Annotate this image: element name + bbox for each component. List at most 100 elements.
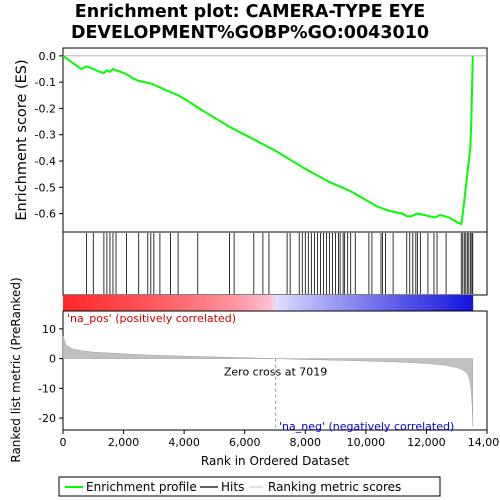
heatmap-cell [422, 295, 426, 311]
heatmap-cell [73, 295, 77, 311]
heatmap-cell [121, 295, 125, 311]
heatmap-cell [360, 295, 364, 311]
heatmap-cell [394, 295, 398, 311]
ranked-x-tick-label: 8,000 [290, 436, 322, 449]
heatmap-cell [309, 295, 313, 311]
heatmap-cell [223, 295, 227, 311]
heatmap-cell [377, 295, 381, 311]
heatmap-cell [326, 295, 330, 311]
heatmap-cell [193, 295, 197, 311]
heatmap-cell [217, 295, 221, 311]
heatmap-cell [189, 295, 193, 311]
heatmap-cell [213, 295, 217, 311]
heatmap-cell [111, 295, 115, 311]
heatmap-cell [97, 295, 101, 311]
heatmap-cell [254, 295, 258, 311]
heatmap-cell [353, 295, 357, 311]
heatmap-cell [176, 295, 180, 311]
heatmap-cell [104, 295, 108, 311]
heatmap-cell [200, 295, 204, 311]
heatmap-cell [449, 295, 453, 311]
heatmap-cell [234, 295, 238, 311]
heatmap-cell [418, 295, 422, 311]
heatmap-cell [398, 295, 402, 311]
ranked-y-axis-label: Ranked list metric (PreRanked) [9, 277, 23, 462]
heatmap-cell [463, 295, 467, 311]
heatmap-cell [165, 295, 169, 311]
heatmap-cell [128, 295, 132, 311]
heatmap-cell [445, 295, 449, 311]
heatmap-cell [316, 295, 320, 311]
heatmap-cell [186, 295, 190, 311]
na-pos-label: 'na_pos' (positively correlated) [67, 312, 236, 325]
heatmap-cell [288, 295, 292, 311]
heatmap-cell [452, 295, 456, 311]
heatmap-cell [302, 295, 306, 311]
legend-label-hits: Hits [221, 480, 244, 494]
heatmap-cell [183, 295, 187, 311]
heatmap-cell [264, 295, 268, 311]
ranked-x-tick-label: 12,000 [407, 436, 446, 449]
heatmap-cell [268, 295, 272, 311]
heatmap-cell [340, 295, 344, 311]
heatmap-cell [323, 295, 327, 311]
rank-heatmap-bar [63, 295, 473, 311]
es-y-tick-label: -0.2 [35, 102, 56, 115]
heatmap-cell [131, 295, 135, 311]
heatmap-cell [101, 295, 105, 311]
heatmap-cell [261, 295, 265, 311]
heatmap-cell [329, 295, 333, 311]
heatmap-cell [230, 295, 234, 311]
heatmap-cell [384, 295, 388, 311]
heatmap-cell [206, 295, 210, 311]
heatmap-cell [87, 295, 91, 311]
es-y-axis-label: Enrichment score (ES) [14, 59, 30, 220]
heatmap-cell [196, 295, 200, 311]
heatmap-cell [227, 295, 231, 311]
heatmap-cell [66, 295, 70, 311]
heatmap-cell [210, 295, 214, 311]
ranked-y-tick-label: 0 [49, 353, 56, 366]
heatmap-cell [162, 295, 166, 311]
heatmap-cell [456, 295, 460, 311]
heatmap-cell [336, 295, 340, 311]
heatmap-cell [299, 295, 303, 311]
heatmap-cell [333, 295, 337, 311]
heatmap-cell [271, 295, 275, 311]
heatmap-cell [118, 295, 122, 311]
heatmap-cell [439, 295, 443, 311]
heatmap-cell [285, 295, 289, 311]
heatmap-cell [415, 295, 419, 311]
heatmap-cell [404, 295, 408, 311]
heatmap-cell [292, 295, 296, 311]
heatmap-cell [107, 295, 111, 311]
heatmap-cell [442, 295, 446, 311]
heatmap-cell [363, 295, 367, 311]
heatmap-cell [77, 295, 81, 311]
heatmap-cell [138, 295, 142, 311]
heatmap-cell [220, 295, 224, 311]
es-y-tick-label: -0.3 [35, 129, 56, 142]
ranked-x-tick-label: 6,000 [229, 436, 261, 449]
heatmap-cell [70, 295, 74, 311]
heatmap-cell [159, 295, 163, 311]
heatmap-cell [90, 295, 94, 311]
es-y-tick-label: -0.5 [35, 181, 56, 194]
heatmap-cell [428, 295, 432, 311]
heatmap-cell [94, 295, 98, 311]
heatmap-cell [312, 295, 316, 311]
heatmap-cell [83, 295, 87, 311]
es-y-tick-label: 0.0 [39, 50, 57, 63]
heatmap-cell [152, 295, 156, 311]
ranked-x-tick-label: 2,000 [108, 436, 140, 449]
ranked-y-axis: 100-10-20 [38, 323, 63, 425]
zero-cross-label: Zero cross at 7019 [224, 366, 327, 379]
heatmap-cell [357, 295, 361, 311]
es-y-tick-label: -0.1 [35, 76, 56, 89]
ranked-x-tick-label: 10,000 [347, 436, 386, 449]
heatmap-cell [142, 295, 146, 311]
heatmap-cell [370, 295, 374, 311]
legend-label-ranking: Ranking metric scores [268, 480, 401, 494]
heatmap-cell [169, 295, 173, 311]
heatmap-cell [432, 295, 436, 311]
